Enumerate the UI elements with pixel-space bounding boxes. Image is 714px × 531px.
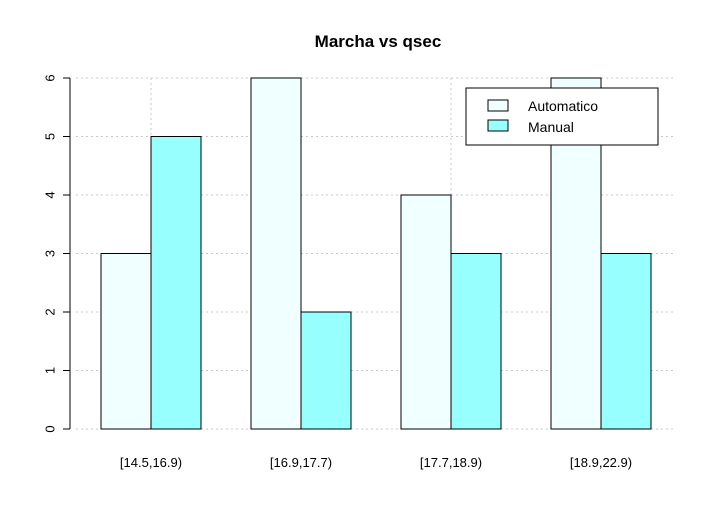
bar-automatico-0 [100,253,152,430]
x-category-label: [18.9,22.9) [570,455,632,470]
bar-manual-1 [300,311,352,430]
y-tick-label: 5 [43,133,58,140]
legend-box [465,87,659,146]
y-axis: 0 1 2 3 4 5 6 [43,74,71,433]
bar-manual-2 [450,253,502,430]
bar-automatico-1 [250,77,302,430]
y-tick-label: 2 [43,308,58,315]
x-category-label: [17.7,18.9) [420,455,482,470]
bar-manual-3 [600,253,652,430]
y-tick-label: 3 [43,250,58,257]
legend-swatch-automatico [487,99,509,112]
bar-automatico-2 [400,194,452,430]
y-tick-label: 1 [43,367,58,374]
y-tick-label: 4 [43,191,58,198]
y-tick-label: 0 [43,425,58,432]
legend-label-automatico: Automatico [528,98,598,114]
x-axis-labels: [14.5,16.9) [16.9,17.7) [17.7,18.9) [18.9,2… [120,455,632,470]
legend-swatch-manual [487,119,509,132]
legend: Automatico Manual [465,87,659,146]
y-tick-label: 6 [43,74,58,81]
bars [100,77,652,430]
legend-label-manual: Manual [528,119,574,135]
x-category-label: [16.9,17.7) [270,455,332,470]
bar-manual-0 [150,136,202,430]
chart-title: Marcha vs qsec [315,32,442,51]
x-category-label: [14.5,16.9) [120,455,182,470]
